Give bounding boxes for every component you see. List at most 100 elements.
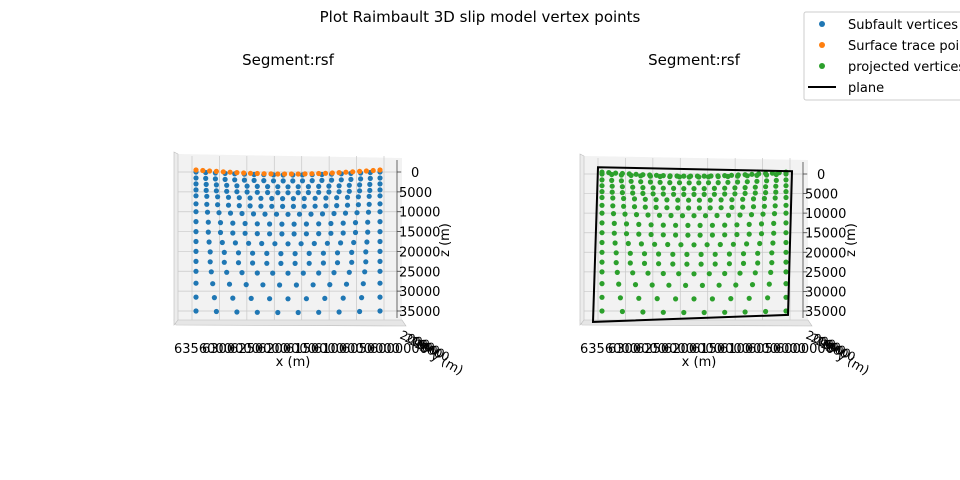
data-point (193, 201, 199, 207)
data-point (259, 240, 265, 247)
data-point (599, 249, 605, 255)
data-point (241, 170, 247, 176)
legend-entry: Surface trace points (819, 39, 960, 54)
data-point (367, 187, 373, 193)
data-point (285, 184, 291, 190)
data-point (273, 211, 280, 217)
data-point (749, 171, 755, 177)
data-point (675, 205, 681, 211)
data-point (711, 185, 718, 191)
data-point (691, 191, 697, 197)
data-point (623, 221, 630, 227)
data-point (340, 295, 346, 301)
data-point (771, 230, 777, 236)
side-pane (579, 153, 585, 326)
data-point (264, 250, 270, 256)
data-point (366, 201, 372, 207)
data-point (748, 212, 755, 218)
data-point (657, 179, 663, 185)
plane-outline (591, 166, 794, 323)
data-point (740, 260, 747, 266)
data-point (224, 269, 230, 275)
data-point (718, 197, 724, 203)
data-point (279, 221, 285, 227)
data-point (377, 238, 383, 245)
legend-dot-swatch (819, 42, 825, 48)
data-point (206, 239, 212, 245)
data-point (291, 221, 297, 227)
data-point (363, 259, 369, 265)
data-point (193, 219, 199, 225)
data-point (295, 171, 301, 177)
data-point (290, 203, 296, 209)
data-point (726, 251, 733, 257)
data-point (660, 270, 666, 277)
data-point (649, 282, 655, 288)
data-point (752, 190, 758, 196)
data-point (765, 295, 771, 301)
data-point (316, 170, 322, 177)
data-point (771, 220, 777, 226)
data-point (599, 189, 605, 195)
data-point (239, 270, 245, 276)
data-point (203, 181, 209, 187)
data-point (334, 195, 340, 201)
data-point (377, 193, 383, 199)
data-point (725, 212, 732, 218)
data-point (213, 168, 219, 174)
data-point (346, 188, 352, 194)
data-point (671, 191, 677, 197)
data-point (730, 241, 737, 247)
data-point (714, 212, 720, 219)
data-point (640, 309, 646, 315)
data-point (193, 175, 199, 181)
data-point (717, 241, 723, 248)
data-point (642, 196, 648, 202)
data-point (225, 194, 232, 200)
series-plane (591, 166, 794, 323)
legend-entry: projected vertices (819, 60, 960, 75)
data-point (676, 180, 683, 186)
data-point (733, 282, 739, 288)
data-point (316, 183, 322, 189)
data-point (696, 197, 703, 203)
data-point (599, 294, 605, 300)
data-point (324, 240, 330, 246)
data-point (712, 261, 718, 267)
data-point (749, 282, 756, 288)
x-tick-label: 6150000 (692, 342, 750, 357)
data-point (698, 251, 704, 257)
data-point (633, 171, 639, 177)
x-tick-label: 6100000 (720, 342, 778, 357)
data-point (640, 185, 646, 191)
data-point (316, 221, 322, 227)
z-tick-label: 0 (411, 166, 419, 181)
data-point (300, 270, 306, 276)
data-point (242, 220, 248, 227)
data-point (681, 173, 687, 179)
data-point (261, 171, 267, 177)
data-point (208, 269, 214, 275)
data-point (222, 176, 228, 182)
data-point (254, 309, 260, 315)
data-point (758, 231, 765, 237)
data-point (630, 270, 636, 276)
data-point (230, 230, 236, 236)
data-point (715, 174, 721, 180)
data-point (681, 191, 687, 197)
data-point (613, 250, 619, 256)
data-point (306, 250, 312, 256)
data-point (696, 205, 703, 211)
z-tick-label: 10000 (399, 206, 440, 221)
data-point (706, 271, 712, 277)
data-point (701, 191, 707, 197)
data-point (652, 241, 658, 247)
z-tick-label: 5000 (805, 188, 838, 203)
data-point (234, 170, 240, 176)
data-point (355, 194, 361, 200)
x-tick-label: 6200000 (258, 342, 316, 357)
data-point (618, 178, 625, 184)
data-point (752, 270, 758, 276)
data-point (377, 248, 383, 254)
data-point (193, 187, 199, 193)
